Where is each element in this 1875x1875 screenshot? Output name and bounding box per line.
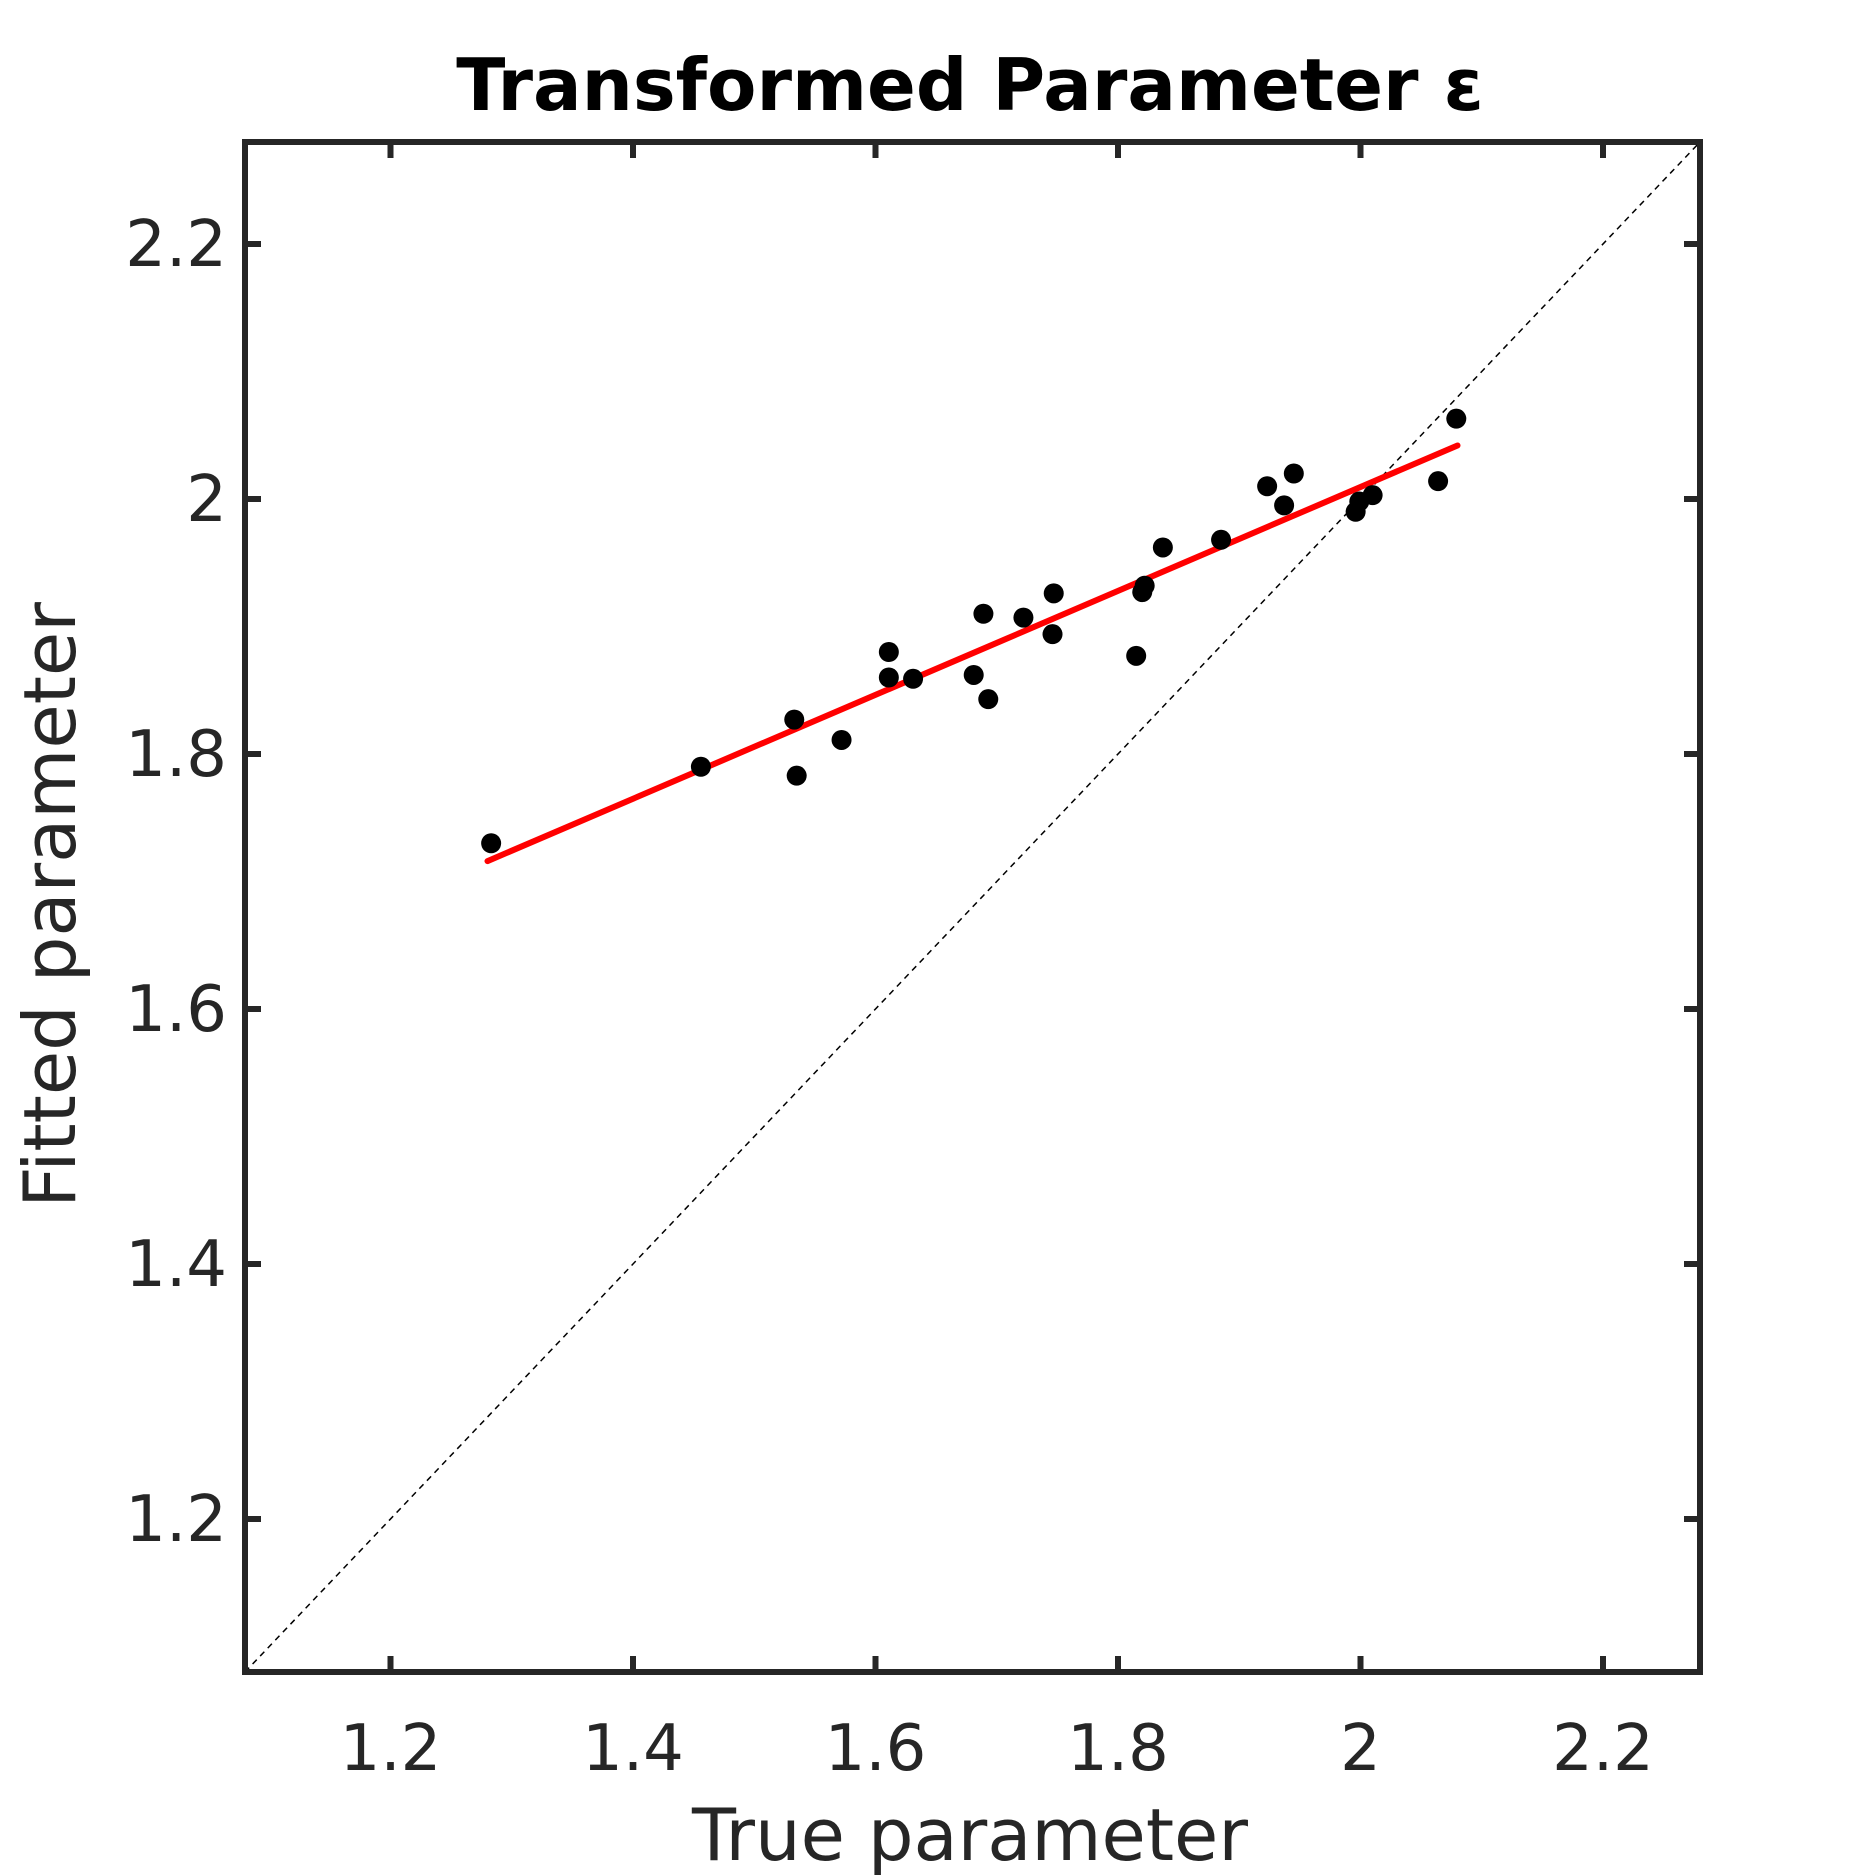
data-point	[1134, 575, 1155, 596]
data-point	[878, 642, 899, 662]
identity-line	[244, 141, 1701, 1673]
plot-area	[244, 141, 1701, 1673]
y-tick-label: 2	[186, 463, 227, 537]
x-tick-label: 1.8	[1067, 1712, 1169, 1786]
data-point	[1283, 463, 1304, 484]
y-tick-label: 1.4	[125, 1228, 227, 1302]
axes-frame	[242, 139, 1703, 1675]
fit-line	[484, 442, 1461, 865]
y-tick-label: 1.2	[125, 1483, 227, 1557]
y-axis-ticks: 1.2 1.4 1.6 1.8 2 2.2	[125, 208, 1700, 1557]
data-point	[1152, 537, 1173, 558]
data-point	[1211, 529, 1232, 550]
data-point	[1446, 408, 1467, 429]
data-point	[786, 765, 807, 786]
data-point	[1274, 495, 1295, 516]
data-point	[978, 689, 999, 710]
x-tick-label: 1.4	[582, 1712, 684, 1786]
data-point	[1013, 607, 1034, 628]
x-tick-label: 2	[1340, 1712, 1381, 1786]
chart-title: Transformed Parameter ε	[456, 43, 1483, 127]
x-tick-label: 1.2	[340, 1712, 442, 1786]
data-point	[1126, 645, 1147, 666]
data-point	[963, 664, 984, 685]
data-point	[831, 729, 852, 750]
x-axis-label: True parameter	[691, 1793, 1248, 1875]
data-point	[973, 603, 994, 624]
x-tick-label: 2.2	[1552, 1712, 1654, 1786]
data-point	[690, 756, 711, 777]
x-tick-label: 1.6	[825, 1712, 927, 1786]
data-point	[1042, 624, 1063, 645]
data-point	[1428, 471, 1449, 492]
data-point	[1362, 485, 1383, 506]
data-point	[481, 833, 502, 854]
x-axis-ticks: 1.2 1.4 1.6 1.8 2 2.2	[340, 142, 1654, 1786]
y-tick-label: 1.8	[125, 718, 227, 792]
data-point	[878, 667, 899, 688]
y-tick-label: 2.2	[125, 208, 227, 282]
y-tick-label: 1.6	[125, 973, 227, 1047]
data-point	[903, 668, 924, 689]
data-point	[1043, 583, 1064, 604]
y-axis-label: Fitted parameter	[8, 602, 92, 1208]
data-point	[1257, 476, 1278, 497]
data-point	[784, 709, 805, 730]
